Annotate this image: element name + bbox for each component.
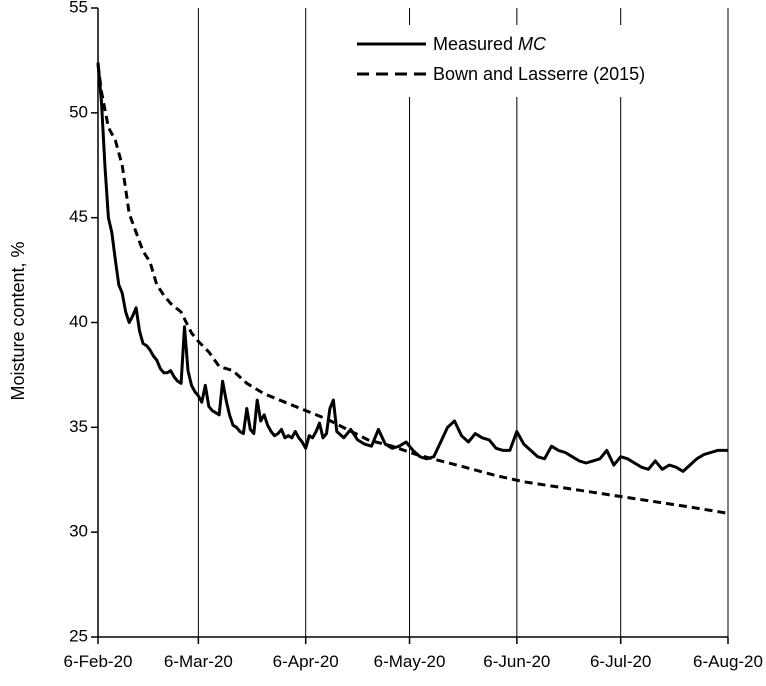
x-tick-label-6-Mar-20: 6-Mar-20 <box>164 652 233 671</box>
y-tick-label-30: 30 <box>69 522 88 541</box>
legend-background <box>340 25 715 97</box>
y-tick-label-35: 35 <box>69 417 88 436</box>
y-tick-label-45: 45 <box>69 207 88 226</box>
y-tick-label-40: 40 <box>69 312 88 331</box>
legend-label-measured: Measured MC <box>433 34 547 54</box>
x-tick-label-6-May-20: 6-May-20 <box>374 652 446 671</box>
axes <box>91 7 729 644</box>
series-line-bown-lasserre <box>96 64 729 515</box>
data-series <box>96 62 729 515</box>
x-tick-label-6-Jun-20: 6-Jun-20 <box>483 652 550 671</box>
tick-labels: 25 30 35 40 45 50 55 6-Feb-20 6-Mar-20 6-Apr-20 6-… <box>64 0 763 671</box>
y-tick-label-25: 25 <box>69 626 88 645</box>
legend: Measured MC Bown and Lasserre (2015) <box>340 25 715 97</box>
series-line-measured-mc <box>96 62 728 473</box>
x-tick-label-6-Apr-20: 6-Apr-20 <box>273 652 339 671</box>
x-tick-label-6-Aug-20: 6-Aug-20 <box>693 652 763 671</box>
y-tick-label-50: 50 <box>69 102 88 121</box>
vertical-gridlines <box>197 8 729 637</box>
y-axis-title: Moisture content, % <box>8 241 28 400</box>
y-tick-label-55: 55 <box>69 0 88 16</box>
legend-label-bown-lasserre: Bown and Lasserre (2015) <box>433 64 645 84</box>
x-tick-label-6-Jul-20: 6-Jul-20 <box>590 652 651 671</box>
x-tick-label-6-Feb-20: 6-Feb-20 <box>64 652 133 671</box>
